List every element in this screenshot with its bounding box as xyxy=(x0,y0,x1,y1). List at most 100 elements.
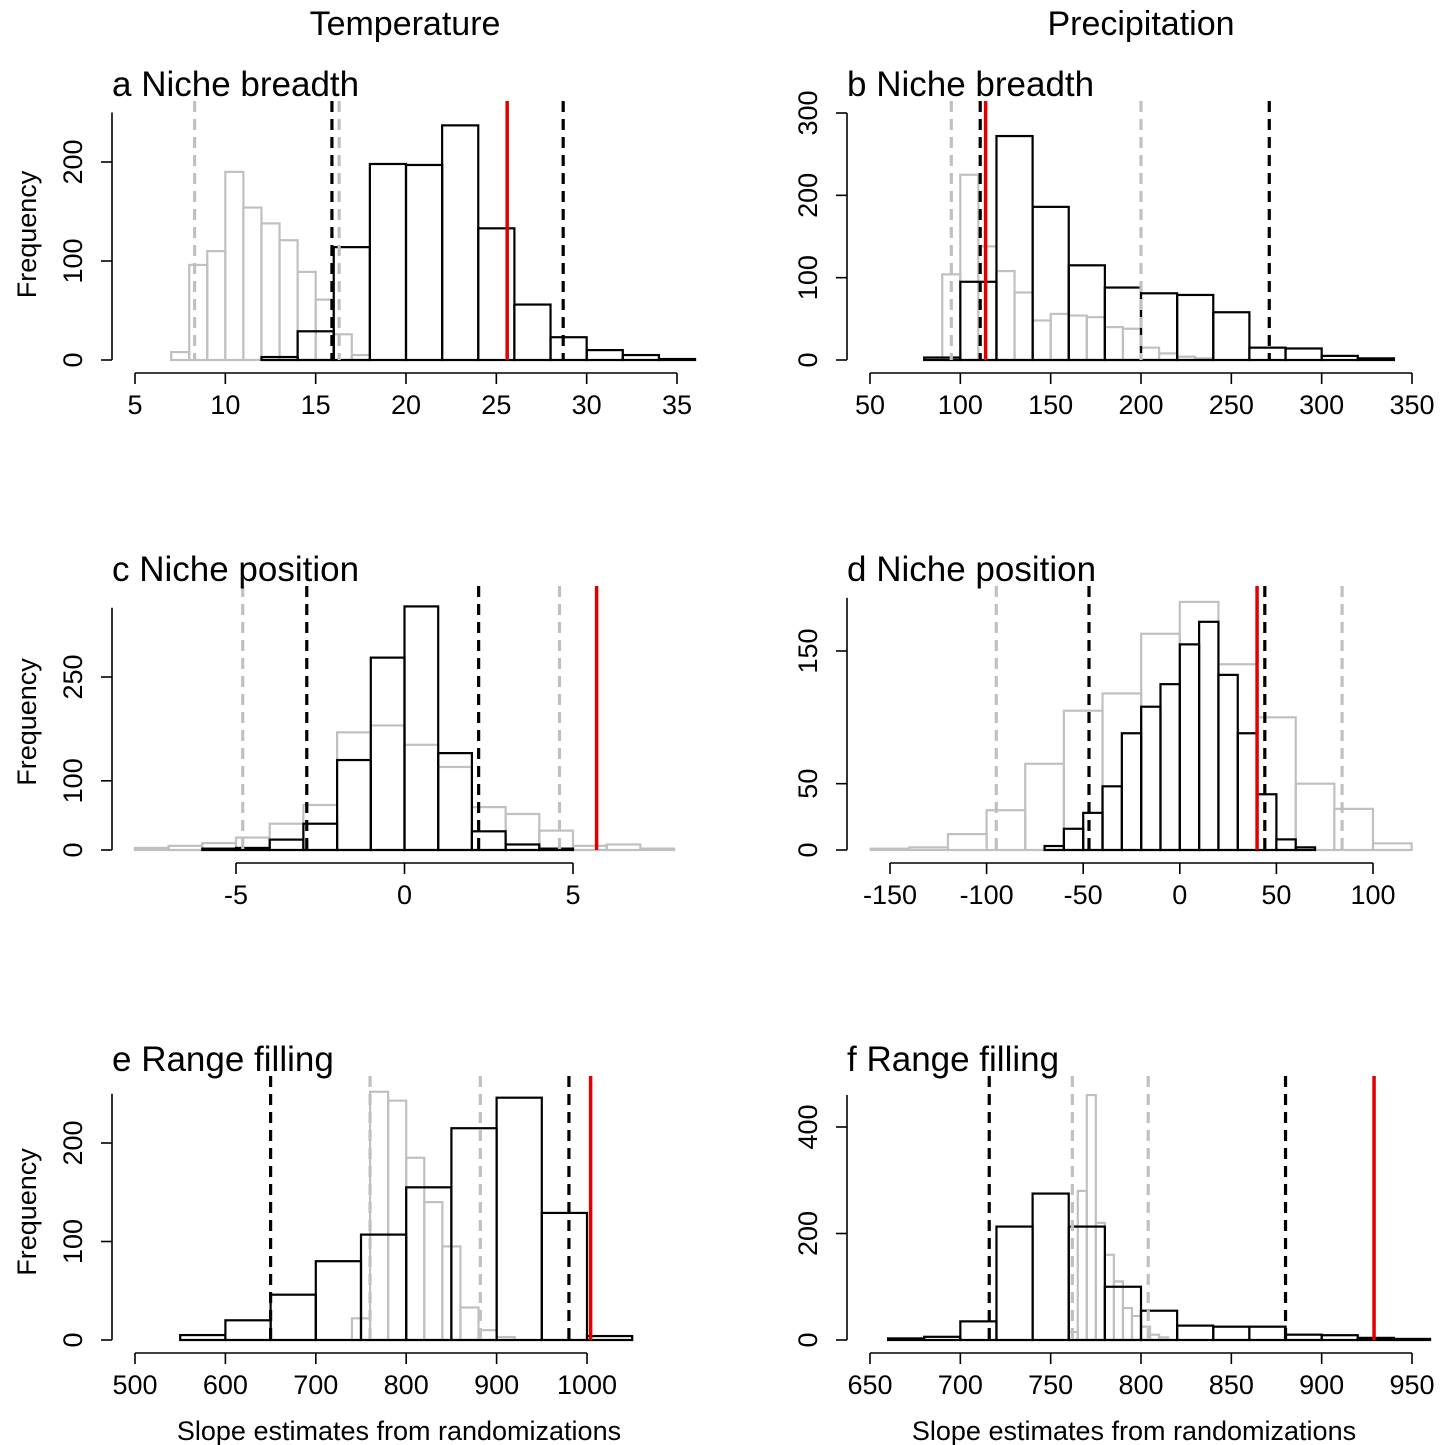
x-tick-label: 1000 xyxy=(557,1370,617,1400)
x-tick-label: 700 xyxy=(293,1370,338,1400)
histogram-bar xyxy=(1371,842,1413,852)
histogram-bar xyxy=(1217,673,1239,852)
histogram-bar xyxy=(1176,1324,1215,1342)
panel-title: b Niche breadth xyxy=(847,65,1094,104)
histogram-bar xyxy=(571,844,608,852)
x-tick-label: 350 xyxy=(1389,390,1434,420)
panel-title: f Range filling xyxy=(847,1040,1059,1079)
y-tick-label: 200 xyxy=(58,1120,88,1165)
y-tick-label: 300 xyxy=(793,90,823,135)
histogram-bar xyxy=(1333,807,1375,852)
chart-panel-1: 50 100 150 200 250 300 350 0 100 200 300 b Niche br… xyxy=(793,65,1435,420)
histogram-bar xyxy=(302,822,339,852)
x-tick-label: 0 xyxy=(397,880,412,910)
histogram-bar xyxy=(1130,1314,1143,1342)
histogram-bar xyxy=(437,765,474,852)
histogram-bar xyxy=(1198,620,1220,852)
histogram-bar xyxy=(1013,291,1034,362)
histogram-bar xyxy=(368,1090,390,1342)
histogram-bar xyxy=(1101,785,1123,852)
x-tick-label: 15 xyxy=(301,390,331,420)
x-tick-label: 650 xyxy=(847,1370,892,1400)
histogram-bar xyxy=(639,847,676,852)
histogram-bar xyxy=(403,605,440,852)
histogram-bar xyxy=(1159,683,1181,852)
x-tick-label: 25 xyxy=(481,390,511,420)
histogram-bar xyxy=(1103,1253,1116,1342)
y-tick-label: 150 xyxy=(793,628,823,673)
histogram-bar xyxy=(1062,827,1085,852)
histogram-bar xyxy=(206,250,227,362)
x-tick-label: 900 xyxy=(474,1370,519,1400)
histogram-bar xyxy=(1294,782,1336,852)
y-axis-label: Frequency xyxy=(12,170,42,298)
x-tick-label: 100 xyxy=(938,390,983,420)
histogram-bar xyxy=(336,731,372,852)
x-tick-label: -5 xyxy=(224,880,248,910)
histogram-bar xyxy=(369,724,406,852)
y-tick-label: 250 xyxy=(58,654,88,699)
y-tick-label: 0 xyxy=(58,352,88,367)
histogram-bar xyxy=(405,1156,426,1342)
x-tick-label: 100 xyxy=(1350,880,1395,910)
y-tick-label: 0 xyxy=(793,1332,823,1347)
histogram-bar xyxy=(1255,793,1278,852)
histogram-bar xyxy=(540,1211,589,1342)
x-tick-label: 600 xyxy=(203,1370,248,1400)
y-axis-label: Frequency xyxy=(12,1148,42,1276)
histogram-bar xyxy=(1284,1333,1323,1342)
histogram-bar xyxy=(1284,347,1323,362)
x-tick-label: 800 xyxy=(384,1370,429,1400)
x-tick-label: -50 xyxy=(1064,880,1103,910)
histogram-bar xyxy=(985,809,1027,852)
histogram-bar xyxy=(268,838,305,852)
histogram-bar xyxy=(538,847,575,852)
y-tick-label: 0 xyxy=(793,842,823,857)
histogram-bar xyxy=(368,162,408,362)
histogram-bar xyxy=(657,357,697,362)
histogram-bar xyxy=(959,173,980,362)
histogram-bar xyxy=(1294,846,1317,852)
histogram-bar xyxy=(268,822,305,852)
histogram-bar xyxy=(1112,1280,1125,1342)
histogram-bar xyxy=(1120,732,1143,852)
panel-title: e Range filling xyxy=(112,1040,334,1079)
histogram-bar xyxy=(1236,732,1259,852)
histogram-bar xyxy=(296,270,317,362)
x-tick-label: 300 xyxy=(1299,390,1344,420)
x-tick-label: 10 xyxy=(210,390,240,420)
chart-panel-3: -150 -100 -50 0 50 100 0 50 150 d Niche position xyxy=(793,550,1413,910)
histogram-bar xyxy=(1392,1337,1432,1342)
histogram-bar xyxy=(269,1293,317,1342)
histogram-bar xyxy=(504,843,541,852)
column-title-temperature: Temperature xyxy=(310,5,501,43)
histogram-bar xyxy=(1356,357,1396,362)
panel-title: c Niche position xyxy=(112,550,359,589)
x-tick-label: 35 xyxy=(662,390,692,420)
y-tick-label: 200 xyxy=(793,173,823,218)
histogram-bar xyxy=(242,206,263,362)
histogram-bar xyxy=(1049,312,1070,362)
y-tick-label: 0 xyxy=(793,352,823,367)
histogram-bar xyxy=(1067,314,1088,362)
histogram-bar xyxy=(908,846,950,852)
x-tick-label: -150 xyxy=(863,880,917,910)
histogram-bar xyxy=(1067,1225,1106,1342)
x-axis-label: Slope estimates from randomizations xyxy=(177,1416,621,1445)
histogram-bar xyxy=(1094,1221,1106,1342)
histogram-bar xyxy=(513,303,552,362)
histogram-bar xyxy=(477,227,516,362)
histogram-bar xyxy=(585,1334,634,1342)
histogram-bar xyxy=(1076,1189,1088,1342)
histogram-bar xyxy=(1085,316,1106,362)
histogram-bar xyxy=(201,847,238,852)
chart-panel-0: 5 10 15 20 25 30 35 0 100 200 Frequency a Niche bre… xyxy=(12,65,697,420)
panel-title: d Niche position xyxy=(847,550,1096,589)
histogram-bar xyxy=(470,830,507,852)
histogram-bar xyxy=(387,1099,408,1342)
histogram-bar xyxy=(188,263,209,362)
histogram-bar xyxy=(224,170,245,362)
histogram-bar xyxy=(495,1096,543,1342)
histogram-bar xyxy=(332,333,353,362)
y-tick-label: 400 xyxy=(793,1104,823,1149)
